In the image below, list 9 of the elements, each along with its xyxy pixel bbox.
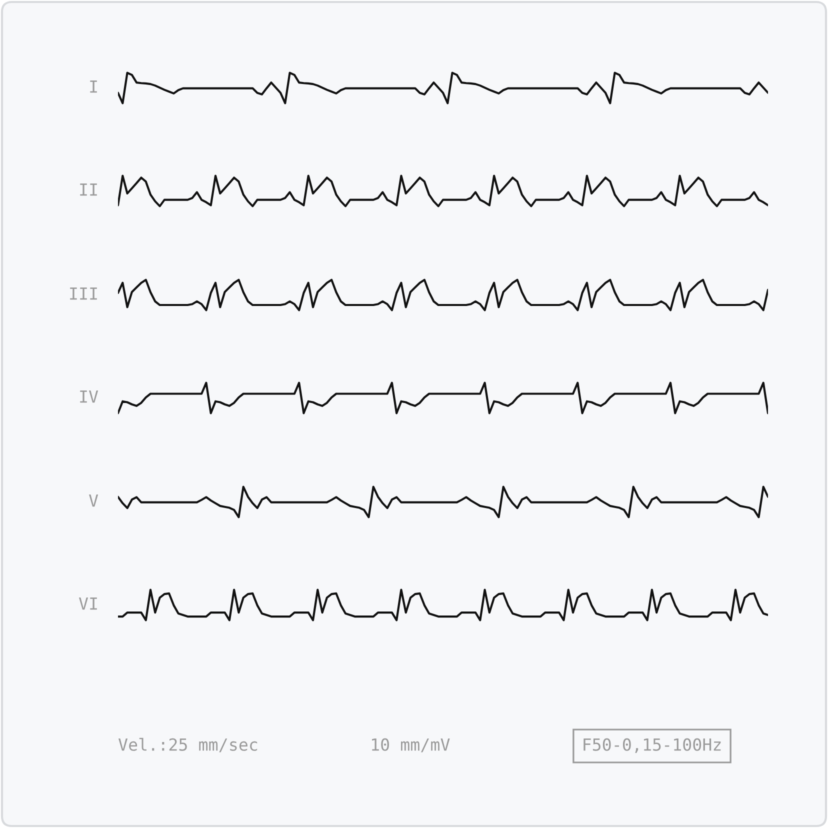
y-axis-title: IV — [80, 390, 98, 403]
y-axis-title: II — [80, 183, 97, 196]
text: Vel.:25 mm/sec — [118, 738, 258, 752]
text: F50-0,15-100Hz — [584, 738, 721, 753]
y-axis-title: VI — [78, 597, 97, 610]
y-axis-title: III — [70, 287, 97, 300]
y-axis-title: V — [88, 494, 98, 507]
y-axis-title: I — [90, 80, 97, 93]
text: 10 mm/mV — [372, 738, 450, 752]
